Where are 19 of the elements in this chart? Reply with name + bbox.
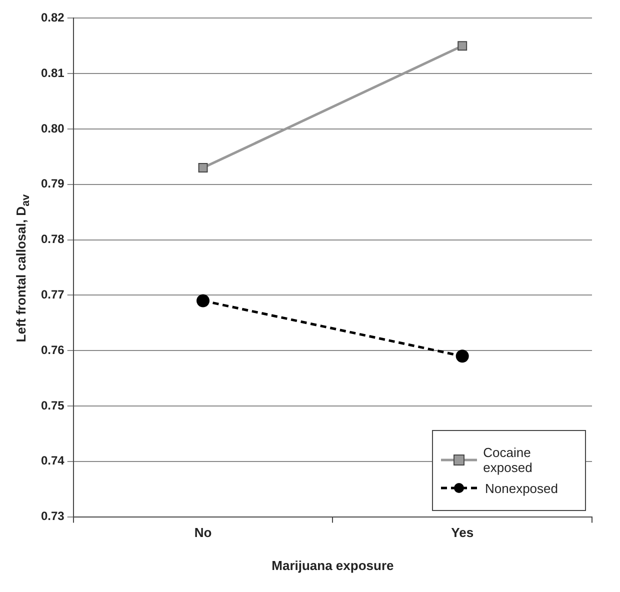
y-tick-label: 0.77: [40, 288, 65, 302]
y-tick-label: 0.82: [40, 10, 65, 25]
y-tick-label: 0.75: [40, 398, 65, 412]
y-tick-label: 0.73: [40, 509, 65, 524]
y-tick-label: 0.78: [40, 232, 65, 246]
point: [456, 350, 469, 363]
y-tick-label: 0.81: [40, 66, 65, 80]
x-axis-title: Marijuana exposure: [272, 558, 394, 573]
legend-label: Cocaine exposed: [483, 444, 534, 475]
point: [458, 41, 468, 51]
point: [196, 294, 210, 308]
x-tick-label: Yes: [451, 525, 474, 540]
y-tick-label: 0.74: [40, 454, 65, 468]
y-tick-label: 0.79: [40, 176, 65, 191]
legend-label: Nonexposed: [485, 480, 558, 496]
y-tick-label: 0.80: [40, 121, 65, 136]
point: [198, 163, 208, 173]
y-tick-label: 0.76: [40, 342, 65, 357]
x-tick-label: No: [194, 525, 212, 540]
